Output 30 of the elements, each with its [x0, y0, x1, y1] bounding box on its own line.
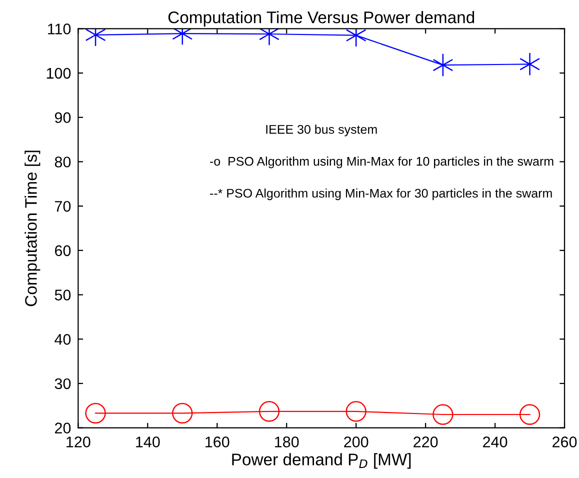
chart-title: Computation Time Versus Power demand: [168, 11, 474, 27]
x-tick-label: 120: [66, 436, 90, 448]
y-tick-label: 90: [54, 112, 71, 124]
y-tick-label: 80: [54, 156, 71, 168]
y-tick-label: 100: [46, 68, 71, 79]
x-tick-label: 180: [275, 436, 299, 448]
y-tick-label: 50: [54, 290, 71, 300]
y-tick-label: 30: [54, 378, 71, 390]
y-tick-label: 40: [54, 334, 71, 345]
annotation: --* PSO Algorithm using Min-Max for 30 particles in the swarm: [210, 188, 552, 200]
point: [346, 401, 366, 422]
point: [519, 404, 540, 425]
point: [172, 402, 193, 424]
x-tick-label: 200: [344, 436, 368, 448]
y-tick-label: 60: [55, 245, 71, 256]
point: [432, 404, 454, 425]
x-tick-label: 160: [206, 436, 230, 448]
x-tick-label: 140: [136, 436, 160, 448]
y-axis-title: Computation Time [s]: [24, 150, 40, 306]
x-tick-label: 240: [483, 436, 508, 448]
y-tick-label: 70: [55, 200, 71, 212]
annotation: -o PSO Algorithm using Min-Max for 10 particles in the swarm: [210, 156, 554, 168]
x-axis-title: Power demand P$_{D}$ [MW]: [232, 453, 411, 469]
y-tick-label: 20: [54, 422, 71, 434]
x-tick-label: 260: [552, 436, 577, 448]
point: [85, 402, 106, 424]
point: [258, 401, 280, 422]
y-tick-label: 110: [48, 24, 71, 34]
x-tick-label: 220: [414, 436, 438, 448]
annotation: IEEE 30 bus system: [266, 124, 377, 136]
